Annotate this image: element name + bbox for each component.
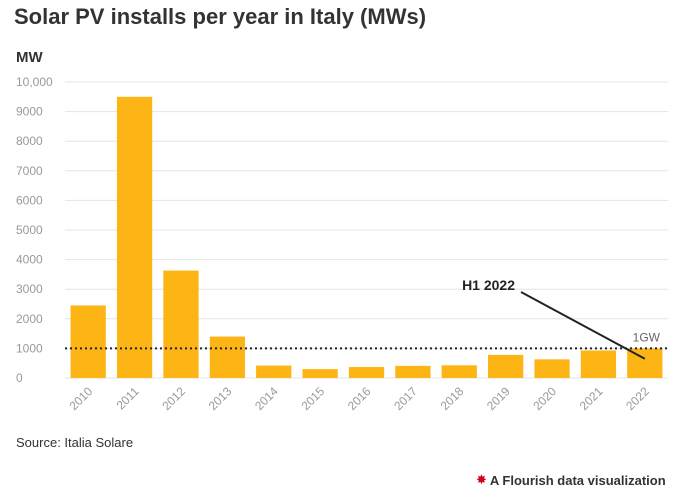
y-tick-label: 2000 — [16, 312, 43, 326]
bar-2014[interactable] — [256, 365, 292, 378]
flourish-credit-text: A Flourish data visualization — [489, 472, 666, 488]
bar-2020[interactable] — [534, 359, 570, 378]
x-tick-label: 2017 — [391, 384, 420, 413]
x-tick-label: 2012 — [159, 384, 188, 413]
flourish-credit[interactable]: ✸ A Flourish data visualization — [476, 472, 666, 488]
x-tick-label: 2015 — [298, 384, 327, 413]
x-tick-label: 2013 — [206, 384, 235, 413]
y-tick-label: 1000 — [16, 341, 43, 355]
bar-2018[interactable] — [441, 365, 477, 378]
bar-2019[interactable] — [488, 354, 524, 378]
y-tick-label: 3000 — [16, 282, 43, 296]
reference-line-label: 1GW — [633, 330, 661, 344]
annotation-leader-line — [520, 291, 646, 360]
bar-2013[interactable] — [209, 336, 245, 378]
y-tick-label: 6000 — [16, 193, 43, 207]
x-tick-label: 2016 — [345, 384, 374, 413]
annotation-label: H1 2022 — [462, 277, 515, 293]
bar-2017[interactable] — [395, 365, 431, 378]
x-tick-label: 2022 — [623, 384, 652, 413]
y-tick-label: 0 — [16, 371, 23, 385]
y-axis-unit-label: MW — [16, 49, 43, 66]
y-tick-label: 5000 — [16, 223, 43, 237]
x-tick-label: 2010 — [67, 384, 96, 413]
y-tick-label: 8000 — [16, 134, 43, 148]
x-tick-label: 2021 — [577, 384, 606, 413]
bar-chart: 0 1000 2000 3000 4000 5000 6000 7000 8000 9000 10,… — [16, 75, 668, 413]
bar-2021[interactable] — [580, 350, 617, 378]
x-tick-label: 2011 — [114, 384, 142, 412]
x-tick-label: 2019 — [484, 384, 513, 413]
y-tick-label: 10,000 — [16, 75, 53, 89]
y-tick-label: 4000 — [16, 253, 43, 267]
source-note: Source: Italia Solare — [16, 435, 134, 450]
bar-2010[interactable] — [70, 305, 106, 378]
y-tick-label: 7000 — [16, 164, 43, 178]
flourish-logo-icon: ✸ — [476, 472, 487, 487]
y-tick-label: 9000 — [16, 105, 43, 119]
x-tick-label: 2014 — [252, 384, 281, 413]
bar-2012[interactable] — [163, 270, 199, 378]
x-tick-label: 2020 — [530, 384, 559, 413]
bar-2011[interactable] — [116, 96, 153, 379]
bar-2016[interactable] — [348, 367, 385, 378]
x-tick-label: 2018 — [438, 384, 467, 413]
bar-2015[interactable] — [302, 369, 338, 378]
chart-title: Solar PV installs per year in Italy (MWs… — [14, 4, 427, 29]
